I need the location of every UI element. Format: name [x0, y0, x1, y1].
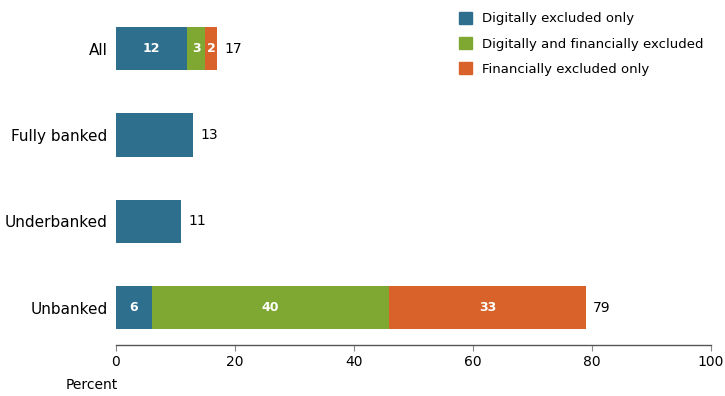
Text: 13: 13 [200, 128, 218, 142]
Text: Percent: Percent [65, 378, 117, 392]
Bar [116, 286, 152, 329]
Bar [152, 286, 389, 329]
Bar [187, 27, 205, 70]
Text: 3: 3 [192, 42, 201, 55]
Bar [116, 200, 181, 243]
Text: 40: 40 [262, 301, 279, 314]
Text: 79: 79 [593, 301, 610, 315]
Bar [116, 27, 187, 70]
Bar [205, 27, 217, 70]
Text: 6: 6 [130, 301, 138, 314]
Bar [116, 113, 194, 156]
Text: 12: 12 [143, 42, 160, 55]
Text: 17: 17 [224, 42, 242, 55]
Text: 2: 2 [207, 42, 215, 55]
Text: 33: 33 [479, 301, 496, 314]
Text: 11: 11 [188, 214, 207, 228]
Bar [389, 286, 586, 329]
Legend: Digitally excluded only, Digitally and financially excluded, Financially exclude: Digitally excluded only, Digitally and f… [459, 12, 704, 76]
